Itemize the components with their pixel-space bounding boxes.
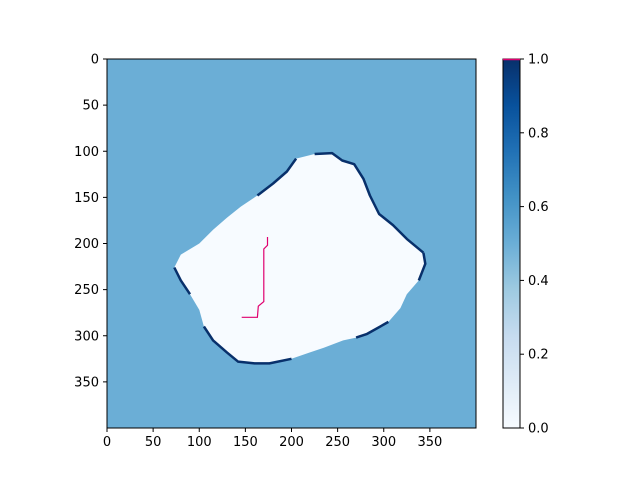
colorbar-ticks: 0.0 0.2 0.4 0.6 0.8 1.0 [520, 53, 549, 437]
map-layer [173, 151, 427, 365]
y-tick-label: 300 [74, 329, 99, 344]
x-tick-label: 100 [187, 435, 212, 450]
colorbar: 0.0 0.2 0.4 0.6 0.8 1.0 [502, 53, 549, 437]
x-tick-label: 300 [371, 435, 396, 450]
robot-path [241, 237, 269, 318]
colorbar-tick-label: 0.2 [528, 348, 549, 363]
colorbar-tick-label: 0.6 [528, 200, 549, 215]
x-tick-label: 0 [103, 435, 111, 450]
free-space-region [174, 153, 426, 364]
colorbar-tick-label: 1.0 [528, 53, 549, 68]
obstacle-edge [202, 325, 292, 365]
y-tick-label: 50 [82, 99, 99, 114]
x-tick-label: 150 [233, 435, 258, 450]
colorbar-tick-label: 0.0 [528, 422, 549, 437]
x-tick-label: 200 [279, 435, 304, 450]
x-axis: 0 50 100 150 200 250 300 350 [103, 428, 442, 450]
y-axis: 0 50 100 150 200 250 300 350 [74, 53, 107, 390]
y-tick-label: 200 [74, 237, 99, 252]
x-tick-label: 50 [145, 435, 162, 450]
colorbar-tick-label: 0.8 [528, 126, 549, 141]
colorbar-bar [502, 58, 521, 429]
y-tick-label: 150 [74, 191, 99, 206]
obstacle-edge [256, 157, 298, 197]
x-tick-label: 350 [417, 435, 442, 450]
colorbar-tick-label: 0.4 [528, 274, 549, 289]
obstacle-edge [314, 151, 425, 254]
y-tick-label: 250 [74, 283, 99, 298]
y-tick-label: 0 [91, 53, 99, 68]
y-tick-label: 350 [74, 375, 99, 390]
plot-area [106, 58, 477, 429]
y-tick-label: 100 [74, 145, 99, 160]
obstacle-edge [417, 252, 427, 281]
obstacle-edge [173, 266, 192, 295]
obstacle-edge [355, 320, 390, 339]
x-tick-label: 250 [325, 435, 350, 450]
